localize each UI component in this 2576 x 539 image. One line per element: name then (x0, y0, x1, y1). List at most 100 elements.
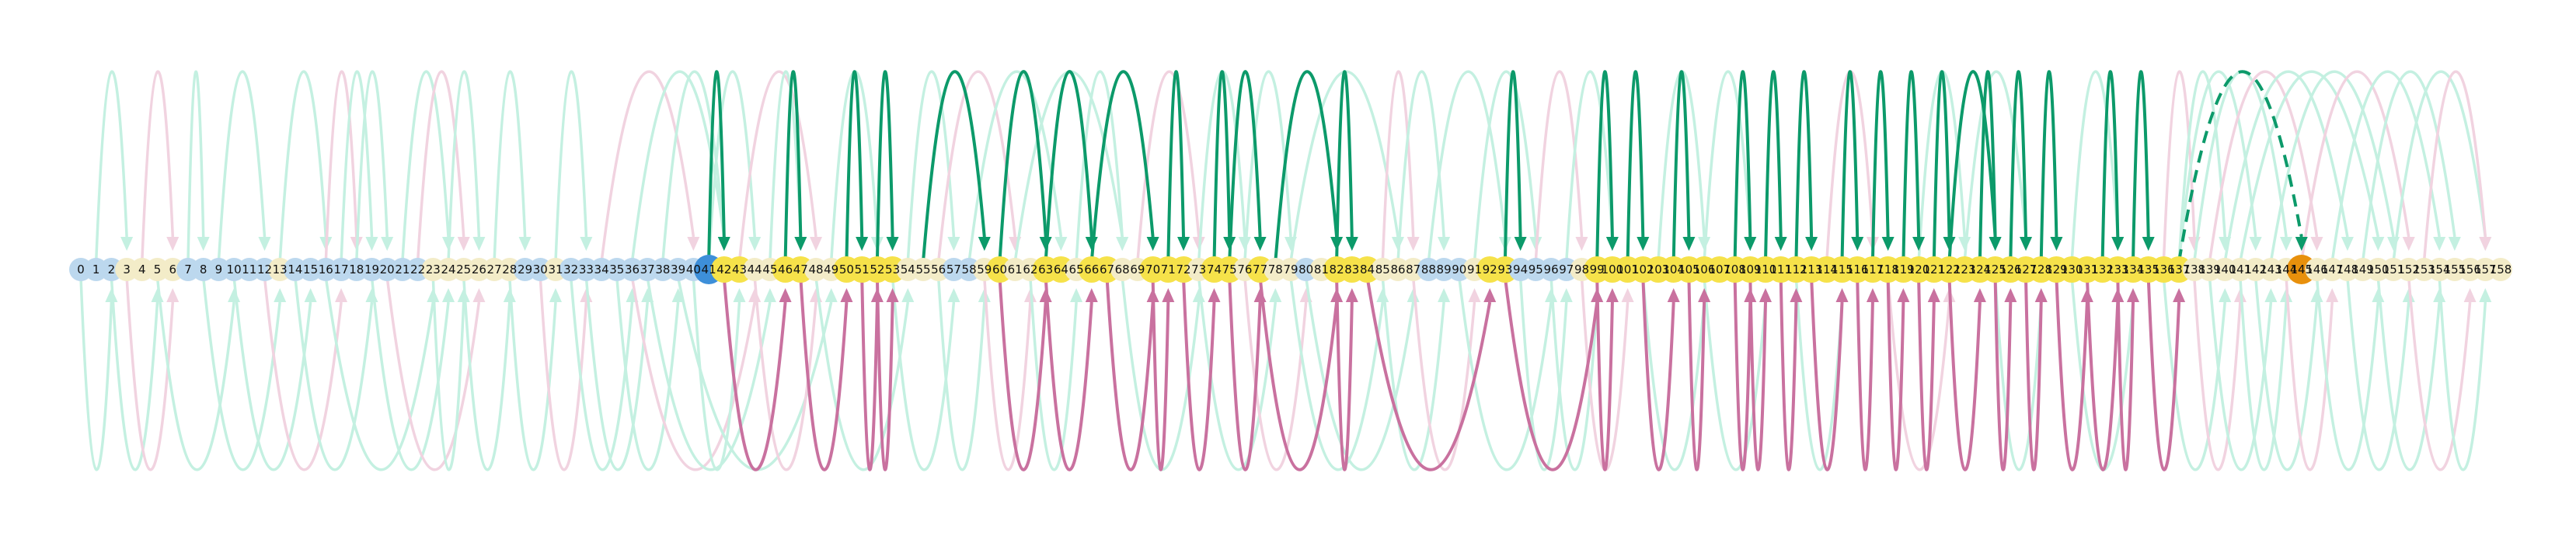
node-label: 154 (2428, 263, 2451, 276)
strong-top-arc (1626, 70, 1645, 263)
strong-top-arc (1274, 70, 1339, 263)
faint-bottom-arc (2208, 276, 2273, 471)
faint-top-arc-arrowhead (1438, 237, 1451, 251)
strong-bottom-arc (1228, 276, 1262, 471)
node-label: 71 (1161, 263, 1176, 276)
node-label: 76 (1237, 263, 1252, 276)
node-label: 97 (1559, 263, 1574, 276)
strong-bottom-arc-arrowhead (1759, 288, 1772, 302)
strong-bottom-arc (1503, 276, 1599, 471)
node-label: 21 (395, 263, 410, 276)
faint-top-arc-arrowhead (381, 237, 394, 251)
strong-top-arc (1733, 70, 1752, 263)
faint-top-arc (707, 70, 756, 263)
faint-top-arc (2177, 70, 2226, 263)
faint-bottom-arc (692, 276, 741, 471)
faint-top-arc (1013, 70, 1124, 263)
faint-top-arc (1427, 70, 1507, 263)
faint-bottom-arc (508, 276, 557, 471)
node-label: 0 (77, 263, 85, 276)
faint-bottom-arc (201, 276, 281, 471)
node-label: 69 (1130, 263, 1145, 276)
node-label: 47 (793, 263, 808, 276)
node-label: 151 (2383, 263, 2405, 276)
node-label: 11 (242, 263, 256, 276)
node-label: 88 (1421, 263, 1436, 276)
node-label: 39 (671, 263, 685, 276)
node-label: 152 (2397, 263, 2420, 276)
node-label: 120 (1908, 263, 1930, 276)
strong-bottom-arc (799, 276, 849, 471)
faint-bottom-arc (263, 276, 343, 471)
faint-top-arc-arrowhead (1116, 237, 1129, 251)
faint-bottom-arc (2193, 276, 2242, 471)
node-label: 122 (1938, 263, 1961, 276)
faint-bottom-arc-arrowhead (763, 288, 776, 302)
node-label: 50 (839, 263, 854, 276)
faint-bottom-arc-arrowhead (2479, 288, 2492, 302)
faint-bottom-arc-arrowhead (365, 288, 378, 302)
node-label: 17 (334, 263, 349, 276)
node-label: 143 (2260, 263, 2282, 276)
strong-bottom-arc (1335, 276, 1354, 471)
node-label: 57 (946, 263, 961, 276)
strong-top-arc-arrowhead (717, 237, 730, 251)
faint-bottom-arc-arrowhead (335, 288, 348, 302)
faint-top-arc (1243, 70, 1292, 263)
faint-top-arc (2269, 70, 2395, 263)
strong-top-arc-arrowhead (978, 237, 991, 251)
strong-top-arc-arrowhead (794, 237, 807, 251)
strong-bottom-arc (1947, 276, 1982, 471)
faint-top-arc-arrowhead (748, 237, 762, 251)
strong-top-arc-arrowhead (1253, 237, 1267, 251)
strong-bottom-arc-arrowhead (1483, 288, 1497, 302)
node-label: 133 (2107, 263, 2129, 276)
node-label: 138 (2183, 263, 2205, 276)
strong-top-arc (1089, 70, 1155, 263)
faint-bottom-arc (983, 276, 1032, 471)
strong-bottom-arc-arrowhead (1927, 288, 1940, 302)
faint-bottom-arc (1580, 276, 1630, 471)
faint-bottom-arc (1641, 276, 1706, 471)
strong-top-arc-arrowhead (1345, 237, 1358, 251)
node-label: 58 (962, 263, 977, 276)
strong-top-arc (1212, 70, 1232, 263)
node-label: 33 (579, 263, 594, 276)
faint-bottom-arc (294, 276, 374, 471)
faint-top-arc-arrowhead (2341, 237, 2354, 251)
strong-top-arc (1840, 70, 1860, 263)
strong-top-arc-arrowhead (1805, 237, 1818, 251)
faint-bottom-arc (2254, 276, 2319, 471)
faint-top-arc-arrowhead (365, 237, 378, 251)
node-label: 148 (2337, 263, 2359, 276)
node-label: 144 (2275, 263, 2298, 276)
node-label: 70 (1145, 263, 1160, 276)
strong-top-arc (1932, 70, 1951, 263)
faint-top-arc (447, 70, 481, 263)
faint-top-arc (355, 70, 389, 263)
strong-bottom-arc (1779, 276, 1798, 471)
node-label: 16 (319, 263, 333, 276)
faint-bottom-arc (232, 276, 312, 471)
faint-bottom-arc-arrowhead (2264, 288, 2278, 302)
strong-bottom-arc-arrowhead (1897, 288, 1910, 302)
strong-top-arc (998, 70, 1047, 263)
faint-bottom-arc (569, 276, 634, 471)
node-label: 134 (2122, 263, 2145, 276)
faint-top-arc-arrowhead (2448, 237, 2461, 251)
node-label: 7 (184, 263, 192, 276)
faint-bottom-arc-arrowhead (228, 288, 241, 302)
node-label: 14 (288, 263, 302, 276)
faint-top-arc (493, 70, 527, 263)
node-label: 123 (1954, 263, 1976, 276)
faint-top-arc (936, 70, 1016, 263)
faint-bottom-arc-arrowhead (2463, 288, 2477, 302)
faint-bottom-arc (1304, 276, 1415, 471)
faint-bottom-arc (1886, 276, 1951, 471)
node-label: 82 (1330, 263, 1344, 276)
node-label: 61 (1008, 263, 1023, 276)
node-label: 2 (108, 263, 116, 276)
strong-top-arc-arrowhead (2142, 237, 2155, 251)
node-label: 139 (2198, 263, 2221, 276)
node-label: 9 (215, 263, 223, 276)
